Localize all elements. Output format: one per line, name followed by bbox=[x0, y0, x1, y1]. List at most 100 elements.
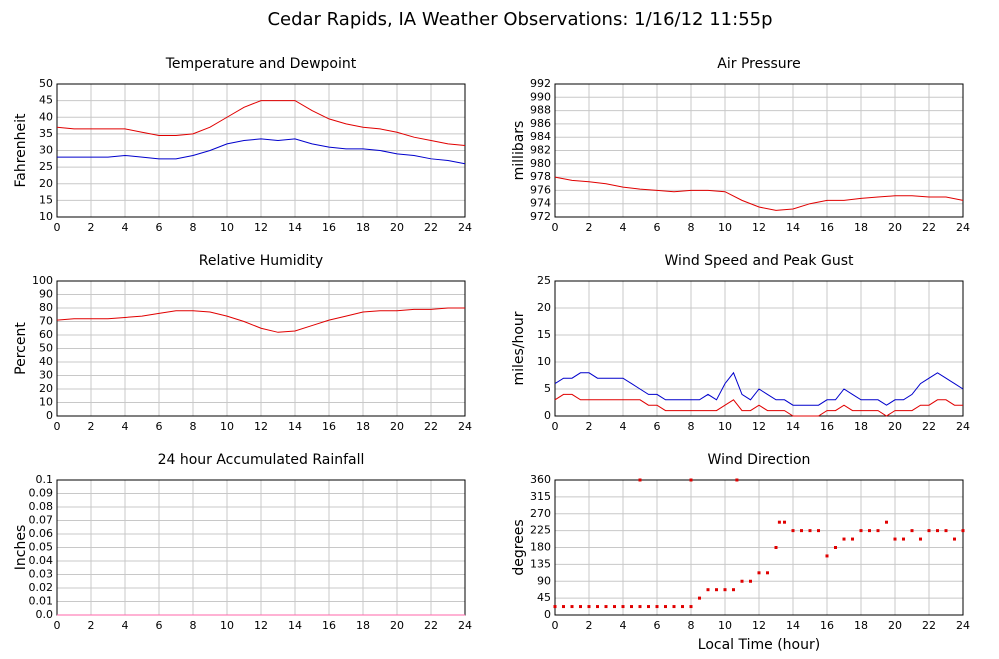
x-tick-label: 6 bbox=[654, 221, 661, 234]
y-tick-label: 976 bbox=[530, 183, 551, 196]
data-point bbox=[647, 605, 650, 609]
x-tick-label: 2 bbox=[88, 420, 95, 433]
y-tick-label: 360 bbox=[530, 473, 551, 486]
x-tick-label: 22 bbox=[922, 221, 936, 234]
plot-frame bbox=[554, 280, 964, 417]
data-point bbox=[842, 537, 846, 541]
data-line bbox=[554, 393, 963, 417]
panel-title: 24 hour Accumulated Rainfall bbox=[158, 452, 365, 468]
x-tick-label: 24 bbox=[458, 420, 472, 433]
data-point bbox=[587, 605, 591, 609]
x-tick-label: 14 bbox=[786, 221, 800, 234]
x-tick-label: 14 bbox=[288, 221, 302, 234]
y-tick-label: 0.04 bbox=[29, 554, 54, 567]
data-point bbox=[817, 529, 820, 533]
y-tick-label: 90 bbox=[537, 574, 551, 587]
x-tick-label: 24 bbox=[458, 221, 472, 234]
data-point bbox=[919, 537, 922, 541]
x-tick-label: 22 bbox=[424, 619, 438, 632]
y-tick-label: 270 bbox=[530, 507, 551, 520]
data-point bbox=[944, 529, 948, 533]
data-point bbox=[936, 529, 939, 533]
plot-frame bbox=[554, 479, 964, 616]
x-tick-label: 16 bbox=[820, 420, 834, 433]
data-point bbox=[757, 571, 761, 575]
x-tick-label: 22 bbox=[424, 420, 438, 433]
y-tick-label: 988 bbox=[530, 104, 551, 117]
y-axis-label: Inches bbox=[13, 525, 29, 570]
data-point bbox=[706, 588, 710, 592]
data-point bbox=[672, 605, 676, 609]
y-tick-label: 40 bbox=[39, 355, 53, 368]
data-point bbox=[570, 605, 574, 609]
data-point bbox=[698, 596, 701, 600]
y-tick-label: 0.09 bbox=[29, 487, 54, 500]
data-line bbox=[56, 100, 466, 147]
y-tick-label: 20 bbox=[537, 301, 551, 314]
x-tick-label: 16 bbox=[322, 619, 336, 632]
x-tick-label: 8 bbox=[190, 420, 197, 433]
x-tick-label: 22 bbox=[922, 619, 936, 632]
x-tick-label: 0 bbox=[552, 221, 559, 234]
y-tick-label: 978 bbox=[530, 170, 551, 183]
y-tick-label: 90 bbox=[39, 288, 53, 301]
y-tick-label: 40 bbox=[39, 110, 53, 123]
data-point bbox=[910, 529, 914, 533]
y-tick-label: 50 bbox=[39, 342, 53, 355]
x-tick-label: 10 bbox=[220, 420, 234, 433]
data-point bbox=[868, 529, 871, 533]
y-tick-label: 45 bbox=[537, 591, 551, 604]
x-tick-label: 4 bbox=[620, 221, 627, 234]
y-tick-label: 0.03 bbox=[29, 568, 54, 581]
y-tick-label: 225 bbox=[530, 524, 551, 537]
x-tick-label: 14 bbox=[288, 619, 302, 632]
data-point bbox=[681, 605, 684, 609]
data-point bbox=[885, 520, 888, 524]
data-point bbox=[655, 605, 659, 609]
y-tick-label: 0 bbox=[544, 409, 551, 422]
x-tick-label: 0 bbox=[552, 420, 559, 433]
data-point bbox=[961, 529, 965, 533]
data-point bbox=[715, 588, 718, 592]
data-point bbox=[553, 605, 557, 609]
x-tick-label: 16 bbox=[820, 221, 834, 234]
data-point bbox=[689, 478, 693, 482]
y-tick-label: 972 bbox=[530, 210, 551, 223]
data-point bbox=[638, 605, 642, 609]
x-tick-label: 24 bbox=[956, 420, 970, 433]
y-tick-label: 15 bbox=[537, 328, 551, 341]
data-line bbox=[57, 138, 466, 165]
plot-frame bbox=[56, 83, 466, 218]
data-line bbox=[554, 176, 964, 211]
x-tick-label: 12 bbox=[752, 221, 766, 234]
y-tick-label: 20 bbox=[39, 177, 53, 190]
y-axis-label: millibars bbox=[511, 121, 527, 181]
x-tick-label: 20 bbox=[390, 420, 404, 433]
y-tick-label: 0.08 bbox=[29, 500, 54, 513]
x-tick-label: 4 bbox=[620, 619, 627, 632]
data-point bbox=[825, 554, 829, 558]
x-tick-label: 14 bbox=[786, 420, 800, 433]
y-tick-label: 0.01 bbox=[29, 595, 54, 608]
y-tick-label: 30 bbox=[39, 144, 53, 157]
y-tick-label: 10 bbox=[39, 210, 53, 223]
y-tick-label: 982 bbox=[530, 144, 551, 157]
data-point bbox=[664, 605, 667, 609]
data-point bbox=[596, 605, 599, 609]
y-tick-label: 100 bbox=[32, 274, 53, 287]
y-tick-label: 0.02 bbox=[29, 581, 54, 594]
x-tick-label: 24 bbox=[956, 619, 970, 632]
x-tick-label: 8 bbox=[688, 221, 695, 234]
panel-title: Temperature and Dewpoint bbox=[165, 56, 357, 72]
y-tick-label: 0.06 bbox=[29, 527, 54, 540]
y-tick-label: 980 bbox=[530, 157, 551, 170]
data-point bbox=[783, 520, 786, 524]
y-tick-label: 70 bbox=[39, 315, 53, 328]
data-point bbox=[893, 537, 897, 541]
data-point bbox=[638, 478, 642, 482]
data-point bbox=[732, 588, 735, 592]
x-tick-label: 2 bbox=[586, 221, 593, 234]
data-point bbox=[953, 537, 956, 541]
x-tick-label: 6 bbox=[654, 420, 661, 433]
x-tick-label: 18 bbox=[356, 619, 370, 632]
